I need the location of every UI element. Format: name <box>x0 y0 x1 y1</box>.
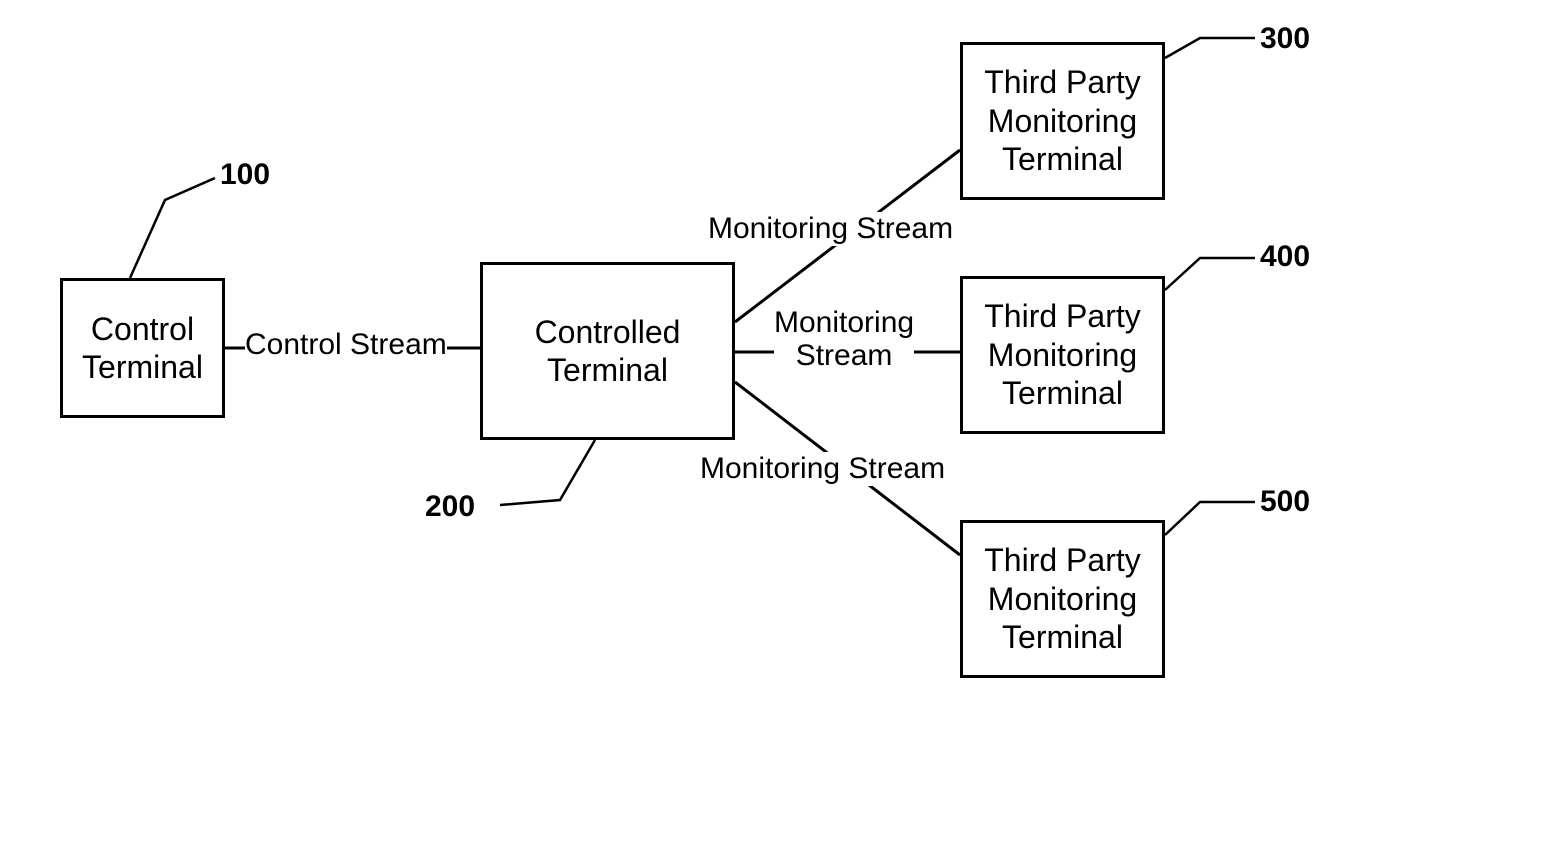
ref-400: 400 <box>1260 240 1310 274</box>
monitor-terminal-500-label: Third PartyMonitoringTerminal <box>984 541 1140 656</box>
monitor-terminal-300-node: Third PartyMonitoringTerminal <box>960 42 1165 200</box>
monitor-terminal-400-node: Third PartyMonitoringTerminal <box>960 276 1165 434</box>
controlled-terminal-label: ControlledTerminal <box>535 313 681 390</box>
monitor-terminal-500-node: Third PartyMonitoringTerminal <box>960 520 1165 678</box>
monitoring-stream-1-label: Monitoring Stream <box>708 212 953 246</box>
ref-300: 300 <box>1260 22 1310 56</box>
monitoring-stream-2-label: MonitoringStream <box>774 306 914 372</box>
ref-200: 200 <box>425 490 475 524</box>
monitor-terminal-400-label: Third PartyMonitoringTerminal <box>984 297 1140 412</box>
monitor-terminal-300-label: Third PartyMonitoringTerminal <box>984 63 1140 178</box>
diagram-lines <box>0 0 1542 864</box>
monitoring-stream-3-label: Monitoring Stream <box>700 452 945 486</box>
control-stream-label: Control Stream <box>245 328 447 362</box>
control-terminal-node: ControlTerminal <box>60 278 225 418</box>
flowchart-diagram: ControlTerminal 100 ControlledTerminal 2… <box>0 0 1542 864</box>
controlled-terminal-node: ControlledTerminal <box>480 262 735 440</box>
ref-100: 100 <box>220 158 270 192</box>
control-terminal-label: ControlTerminal <box>82 310 203 387</box>
ref-500: 500 <box>1260 485 1310 519</box>
